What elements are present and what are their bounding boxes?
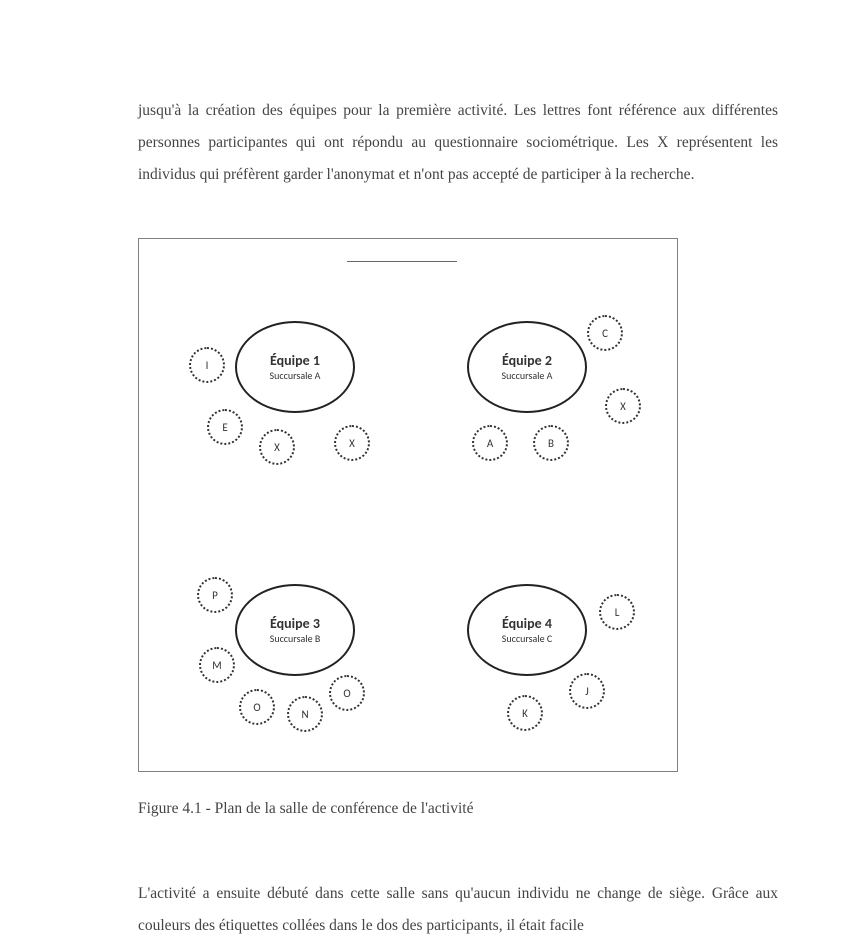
team-table-team4: Équipe 4Succursale C	[467, 584, 587, 676]
person-seat: X	[334, 425, 370, 461]
team-subtitle: Succursale B	[270, 632, 321, 645]
person-seat: I	[189, 347, 225, 383]
team-table-team2: Équipe 2Succursale A	[467, 321, 587, 413]
figure-room-plan: Équipe 1Succursale AÉquipe 2Succursale A…	[138, 238, 678, 772]
team-title: Équipe 1	[270, 352, 320, 369]
team-subtitle: Succursale A	[502, 369, 553, 382]
body-paragraph: L'activité a ensuite débuté dans cette s…	[138, 878, 778, 942]
door-line	[347, 261, 457, 262]
team-table-team1: Équipe 1Succursale A	[235, 321, 355, 413]
person-seat: M	[199, 647, 235, 683]
person-seat: K	[507, 695, 543, 731]
person-seat: L	[599, 594, 635, 630]
person-seat: A	[472, 425, 508, 461]
person-seat: N	[287, 696, 323, 732]
team-table-team3: Équipe 3Succursale B	[235, 584, 355, 676]
person-seat: X	[259, 429, 295, 465]
person-seat: E	[207, 409, 243, 445]
person-seat: P	[197, 577, 233, 613]
figure-caption: Figure 4.1 - Plan de la salle de confére…	[138, 800, 778, 818]
intro-paragraph: jusqu'à la création des équipes pour la …	[138, 95, 778, 190]
team-title: Équipe 4	[502, 615, 552, 632]
person-seat: B	[533, 425, 569, 461]
team-title: Équipe 3	[270, 615, 320, 632]
person-seat: O	[329, 675, 365, 711]
person-seat: J	[569, 673, 605, 709]
team-subtitle: Succursale C	[502, 632, 552, 645]
person-seat: X	[605, 388, 641, 424]
team-subtitle: Succursale A	[270, 369, 321, 382]
team-title: Équipe 2	[502, 352, 552, 369]
person-seat: O	[239, 689, 275, 725]
person-seat: C	[587, 315, 623, 351]
